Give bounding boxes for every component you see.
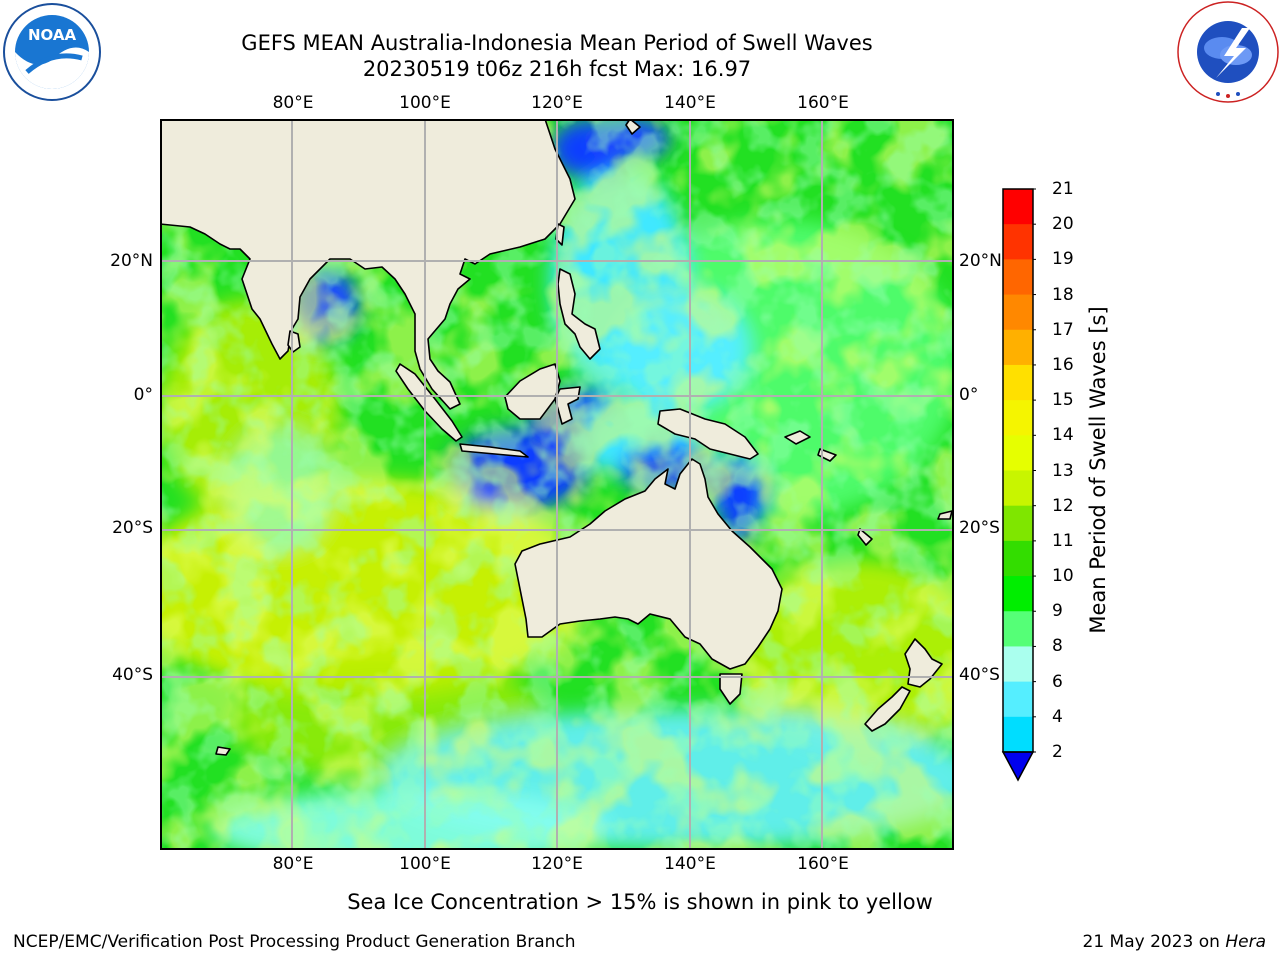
java-island bbox=[459, 443, 529, 458]
lat-label-right-20n: 20°N bbox=[959, 251, 1002, 271]
colorbar-tick-label: 6 bbox=[1052, 671, 1063, 692]
sri-lanka-island bbox=[287, 330, 301, 353]
asia-landmass bbox=[160, 119, 576, 410]
lon-label-bottom-160e: 160°E bbox=[797, 854, 849, 874]
new-zealand-south-island bbox=[864, 686, 911, 732]
footer-date: 21 May 2023 on Hera bbox=[1083, 932, 1267, 952]
colorbar-tick-label: 20 bbox=[1052, 214, 1074, 235]
new-guinea-island bbox=[657, 408, 759, 460]
colorbar-segment bbox=[1003, 716, 1033, 753]
footer-date-text: 21 May 2023 on bbox=[1082, 932, 1226, 952]
colorbar-segment bbox=[1003, 400, 1033, 436]
colorbar-segment bbox=[1003, 540, 1033, 577]
colorbar-segment bbox=[1003, 294, 1033, 331]
colorbar-tick-label: 19 bbox=[1052, 249, 1074, 270]
lon-label-top-160e: 160°E bbox=[797, 93, 849, 113]
lat-label-right-0: 0° bbox=[959, 385, 979, 405]
colorbar-tick-label: 14 bbox=[1052, 425, 1074, 446]
colorbar-segment bbox=[1003, 259, 1033, 296]
colorbar-tick-label: 17 bbox=[1052, 319, 1074, 340]
australia-landmass bbox=[514, 458, 783, 670]
colorbar-tick-label: 21 bbox=[1052, 179, 1074, 199]
chart-subtitle: 20230519 t06z 216h fcst Max: 16.97 bbox=[362, 57, 752, 81]
colorbar-segment bbox=[1003, 329, 1033, 366]
colorbar-tick-label: 12 bbox=[1052, 495, 1074, 516]
graticule bbox=[160, 119, 954, 850]
swell-period-map bbox=[160, 119, 954, 850]
colorbar-segment bbox=[1003, 681, 1033, 718]
colorbar-tick-label: 8 bbox=[1052, 636, 1063, 657]
lat-label-left-40s: 40°S bbox=[112, 665, 153, 685]
colorbar-segment bbox=[1003, 364, 1033, 401]
lat-label-left-20n: 20°N bbox=[110, 251, 153, 271]
sea-ice-note: Sea Ice Concentration > 15% is shown in … bbox=[347, 890, 933, 914]
colorbar-tick-label: 18 bbox=[1052, 284, 1074, 305]
tasmania-island bbox=[719, 673, 743, 705]
colorbar-tick-label: 9 bbox=[1052, 601, 1063, 622]
colorbar-segment bbox=[1003, 470, 1033, 507]
noaa-logo-icon: NOAA bbox=[3, 3, 101, 101]
lon-label-bottom-120e: 120°E bbox=[531, 854, 583, 874]
colorbar-segments bbox=[1003, 188, 1036, 753]
colorbar-segment bbox=[1003, 611, 1033, 647]
lat-label-left-0: 0° bbox=[133, 385, 153, 405]
lon-label-bottom-140e: 140°E bbox=[664, 854, 716, 874]
colorbar-segment bbox=[1003, 576, 1033, 612]
colorbar-segment bbox=[1003, 189, 1033, 225]
colorbar-segment bbox=[1003, 646, 1033, 683]
colorbar-segment bbox=[1003, 435, 1033, 471]
lon-label-top-120e: 120°E bbox=[531, 93, 583, 113]
sumatra-island bbox=[395, 363, 463, 442]
footer-credit: NCEP/EMC/Verification Post Processing Pr… bbox=[13, 932, 576, 952]
noaa-logo-text: NOAA bbox=[28, 26, 77, 44]
footer-host: Hera bbox=[1225, 932, 1266, 952]
colorbar-tick-label: 16 bbox=[1052, 354, 1074, 375]
lon-label-top-140e: 140°E bbox=[664, 93, 716, 113]
colorbar-extend-arrow bbox=[1001, 751, 1035, 782]
nws-logo-icon bbox=[1177, 1, 1279, 103]
lat-label-right-20s: 20°S bbox=[959, 518, 1000, 538]
colorbar-tick-label: 10 bbox=[1052, 566, 1074, 587]
chart-title: GEFS MEAN Australia-Indonesia Mean Perio… bbox=[241, 31, 873, 55]
philippines-islands bbox=[557, 268, 601, 360]
colorbar bbox=[1001, 188, 1036, 782]
colorbar-tick-label: 2 bbox=[1052, 742, 1063, 762]
colorbar-tick-label: 11 bbox=[1052, 530, 1074, 551]
colorbar-segment bbox=[1003, 224, 1033, 260]
colorbar-title: Mean Period of Swell Waves [s] bbox=[1086, 306, 1110, 634]
colorbar-tick-label: 4 bbox=[1052, 706, 1063, 727]
lon-label-bottom-80e: 80°E bbox=[272, 854, 314, 874]
colorbar-tick-label: 15 bbox=[1052, 390, 1074, 411]
lon-label-bottom-100e: 100°E bbox=[399, 854, 451, 874]
lat-label-left-20s: 20°S bbox=[112, 518, 153, 538]
colorbar-tick-label: 13 bbox=[1052, 460, 1074, 481]
borneo-island bbox=[504, 363, 561, 420]
lat-label-right-40s: 40°S bbox=[959, 665, 1000, 685]
colorbar-segment bbox=[1003, 505, 1033, 542]
new-zealand-north-island bbox=[904, 638, 943, 688]
map-border bbox=[160, 119, 954, 850]
colorbar-border bbox=[1002, 188, 1034, 753]
lon-label-top-100e: 100°E bbox=[399, 93, 451, 113]
lon-label-top-80e: 80°E bbox=[272, 93, 314, 113]
